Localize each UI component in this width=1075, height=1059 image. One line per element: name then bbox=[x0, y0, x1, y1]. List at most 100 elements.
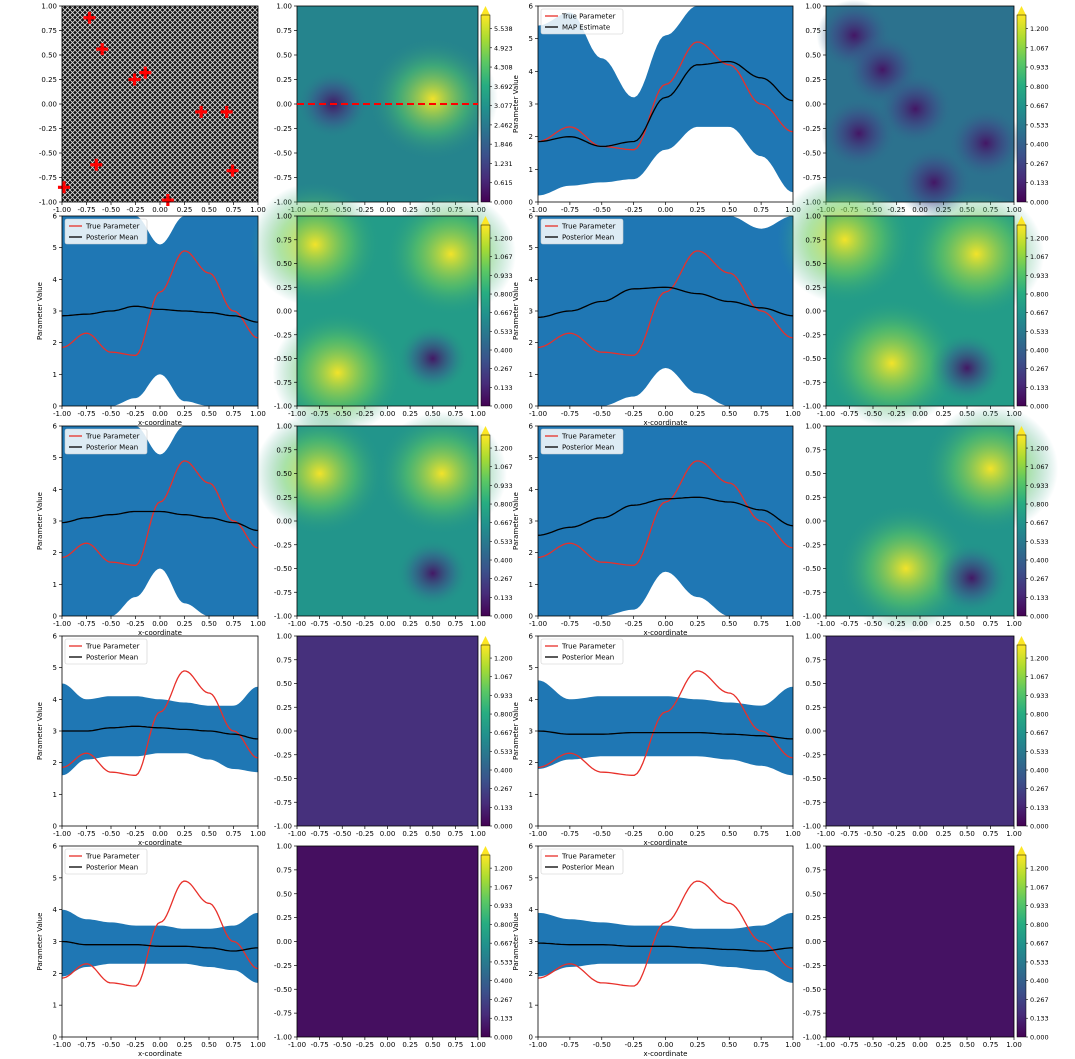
x-tick-label: 0.75 bbox=[753, 620, 769, 628]
x-tick-label: 0.00 bbox=[912, 206, 928, 214]
sensor-marker bbox=[195, 105, 208, 118]
y-tick-label: 6 bbox=[53, 423, 58, 431]
credible-band bbox=[62, 426, 258, 616]
x-tick-label: 0.25 bbox=[936, 830, 952, 838]
x-tick-label: 1.00 bbox=[785, 410, 801, 418]
colorbar bbox=[480, 854, 491, 1038]
x-tick-label: -0.50 bbox=[593, 410, 611, 418]
y-tick-label: 0.75 bbox=[276, 656, 292, 664]
y-tick-label: 0 bbox=[529, 1034, 533, 1042]
y-tick-label: 2 bbox=[53, 759, 57, 767]
colorbar-label: 0.400 bbox=[1030, 977, 1049, 985]
y-tick-label: -0.25 bbox=[803, 125, 821, 133]
x-tick-label: -0.25 bbox=[126, 1041, 144, 1049]
field-panel-row2-right-std: -1.00 -0.75 -0.50 -0.25 0.00 0.25 0.50 0.75 1.00… bbox=[777, 175, 1049, 428]
field-background bbox=[297, 846, 478, 1037]
y-tick-label: 1 bbox=[53, 581, 57, 589]
colorbar-label: 0.000 bbox=[1030, 1034, 1049, 1042]
legend: True Parameter MAP Estimate bbox=[540, 8, 624, 35]
colorbar-label: 0.800 bbox=[494, 291, 513, 299]
y-tick-label: 0.50 bbox=[805, 470, 821, 478]
colorbar-label: 0.933 bbox=[494, 272, 513, 280]
true-parameter-line bbox=[62, 670, 258, 776]
x-tick-label: -0.50 bbox=[864, 1041, 882, 1049]
y-tick-label: 0.75 bbox=[276, 446, 292, 454]
line-panel-row2-right: -1.00 -0.75 -0.50 -0.25 0.00 0.25 0.50 0.75 1.00… bbox=[512, 213, 801, 428]
colorbar-label: 0.800 bbox=[1030, 291, 1049, 299]
x-tick-label: -0.75 bbox=[77, 1041, 95, 1049]
colorbar-label: 0.000 bbox=[494, 823, 513, 831]
colorbar-label: 0.133 bbox=[1030, 1015, 1049, 1023]
x-tick-label: 0.75 bbox=[448, 620, 464, 628]
y-tick-label: 0.50 bbox=[805, 260, 821, 268]
colorbar-label: 0.533 bbox=[1030, 328, 1049, 336]
y-tick-label: -0.25 bbox=[274, 962, 292, 970]
colorbar-label: 0.933 bbox=[494, 482, 513, 490]
y-tick-label: 0.25 bbox=[41, 76, 57, 84]
y-tick-label: 0.50 bbox=[276, 680, 292, 688]
colorbar-label: 1.200 bbox=[1030, 865, 1049, 873]
colorbar-label: 0.267 bbox=[494, 785, 513, 793]
colorbar-label: 1.200 bbox=[494, 445, 513, 453]
colorbar-label: 0.267 bbox=[494, 365, 513, 373]
y-tick-label: 4 bbox=[529, 486, 534, 494]
y-tick-label: 0.75 bbox=[805, 27, 821, 35]
x-tick-label: 1.00 bbox=[470, 620, 486, 628]
colorbar-extend-arrow bbox=[1017, 426, 1026, 435]
y-tick-label: 5 bbox=[53, 664, 57, 672]
x-tick-label: -1.00 bbox=[288, 620, 306, 628]
colorbar-label: 0.400 bbox=[1030, 347, 1049, 355]
colorbar-extend-arrow bbox=[481, 6, 490, 15]
colorbar-label: 1.067 bbox=[1030, 463, 1049, 471]
colorbar-label: 1.200 bbox=[494, 865, 513, 873]
x-tick-label: 0.25 bbox=[402, 1041, 418, 1049]
colorbar-label: 0.533 bbox=[494, 538, 513, 546]
x-tick-label: -1.00 bbox=[817, 830, 835, 838]
y-tick-label: 5 bbox=[529, 244, 533, 252]
y-tick-label: -0.75 bbox=[274, 174, 292, 182]
legend: True Parameter Posterior Mean bbox=[540, 848, 624, 875]
legend-label-estimate: Posterior Mean bbox=[86, 444, 138, 452]
x-tick-label: 0.50 bbox=[959, 1041, 975, 1049]
y-tick-label: 2 bbox=[529, 339, 533, 347]
x-tick-label: 0.75 bbox=[448, 1041, 464, 1049]
x-tick-label: 0.25 bbox=[936, 410, 952, 418]
x-tick-label: 1.00 bbox=[785, 620, 801, 628]
y-tick-label: -0.25 bbox=[803, 962, 821, 970]
x-axis-label: x-coordinate bbox=[138, 419, 182, 427]
legend: True Parameter Posterior Mean bbox=[64, 848, 148, 875]
y-axis-label: Parameter Value bbox=[36, 282, 44, 340]
colorbar-label: 4.923 bbox=[494, 44, 513, 52]
colorbar-label: 1.067 bbox=[494, 883, 513, 891]
x-tick-label: -1.00 bbox=[529, 410, 547, 418]
true-parameter-line bbox=[538, 880, 793, 987]
colorbar-label: 0.000 bbox=[494, 403, 513, 411]
x-tick-label: 0.00 bbox=[912, 1041, 928, 1049]
line-panel-map-estimate: -1.00-0.75-0.50-0.250.000.250.500.751.00… bbox=[512, 3, 801, 224]
y-tick-label: 1 bbox=[529, 791, 533, 799]
x-tick-label: 1.00 bbox=[470, 830, 486, 838]
colorbar-label: 2.462 bbox=[494, 121, 513, 129]
legend-label-estimate: Posterior Mean bbox=[562, 234, 614, 242]
colorbar-label: 0.533 bbox=[494, 328, 513, 336]
colorbar bbox=[480, 14, 491, 203]
credible-band bbox=[538, 680, 793, 776]
y-tick-label: 0.75 bbox=[276, 236, 292, 244]
true-parameter-line bbox=[538, 250, 793, 356]
y-tick-label: -0.75 bbox=[39, 174, 57, 182]
colorbar-label: 1.200 bbox=[1030, 25, 1049, 33]
x-tick-label: -0.25 bbox=[356, 830, 374, 838]
field-background bbox=[826, 846, 1014, 1037]
y-tick-label: 0.75 bbox=[41, 27, 57, 35]
x-tick-label: 0.50 bbox=[201, 830, 217, 838]
true-parameter-line bbox=[62, 250, 258, 356]
y-tick-label: 6 bbox=[53, 213, 58, 221]
true-parameter-line bbox=[538, 670, 793, 776]
x-tick-label: 0.00 bbox=[380, 830, 396, 838]
legend-box bbox=[64, 848, 148, 875]
x-tick-label: 0.25 bbox=[690, 410, 706, 418]
line-panel-row5-right: -1.00 -0.75 -0.50 -0.25 0.00 0.25 0.50 0.75 1.00… bbox=[512, 843, 801, 1059]
y-tick-label: -1.00 bbox=[274, 1034, 292, 1042]
x-axis-label: x-coordinate bbox=[138, 1050, 182, 1058]
colorbar-label: 0.133 bbox=[494, 384, 513, 392]
